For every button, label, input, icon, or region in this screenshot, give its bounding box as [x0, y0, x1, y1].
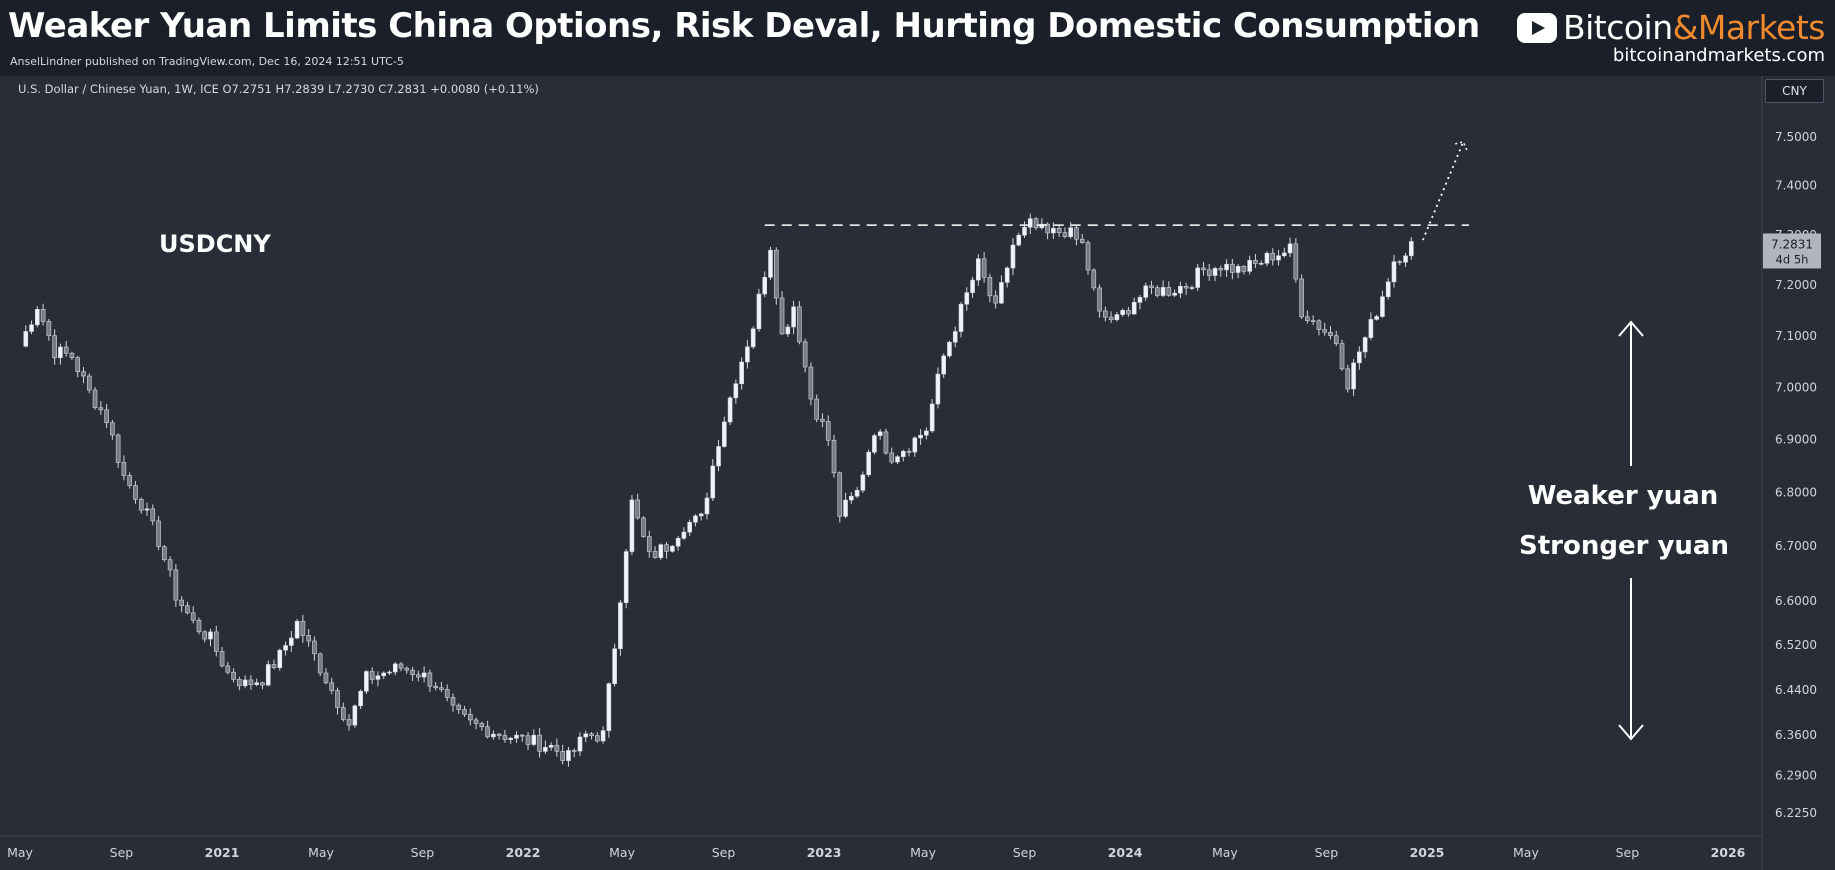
brand-logo[interactable]: Bitcoin&Markets bitcoinandmarkets.com	[1516, 8, 1826, 66]
brand-url[interactable]: bitcoinandmarkets.com	[1612, 45, 1825, 66]
brand-name: Bitcoin&Markets	[1562, 8, 1826, 47]
page-title: Weaker Yuan Limits China Options, Risk D…	[8, 6, 1480, 46]
publisher-line: AnselLindner published on TradingView.co…	[10, 55, 404, 68]
currency-selector[interactable]: CNY	[1765, 79, 1824, 103]
play-icon	[1516, 12, 1557, 43]
brand-name-part2: &Markets	[1672, 8, 1826, 47]
symbol-info: U.S. Dollar / Chinese Yuan, 1W, ICE O7.2…	[18, 82, 539, 96]
chart-area[interactable]	[0, 76, 1835, 870]
brand-name-part1: Bitcoin	[1562, 8, 1673, 47]
header: Weaker Yuan Limits China Options, Risk D…	[0, 0, 1835, 76]
